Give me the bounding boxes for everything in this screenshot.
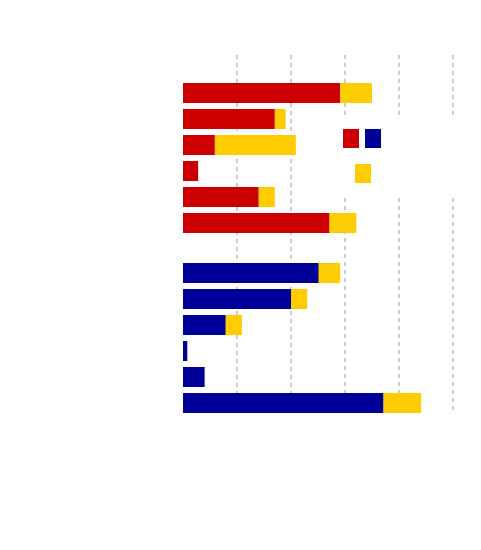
gridlines [236, 55, 454, 413]
bar-segment [214, 135, 296, 155]
bar-base [183, 83, 341, 103]
bar-segment [340, 83, 372, 103]
bar-segment [274, 109, 286, 129]
bar-segment [258, 187, 275, 207]
bar-segment [329, 213, 357, 233]
bar-base [183, 289, 291, 309]
bar-base [183, 393, 384, 413]
legend-swatch [343, 129, 359, 148]
legend-swatch [355, 164, 371, 183]
bars [183, 83, 422, 413]
bar-base [183, 367, 205, 387]
legend [343, 129, 381, 183]
bar-base [183, 109, 275, 129]
legend-swatch [365, 129, 381, 148]
bar-segment [318, 263, 341, 283]
bar-segment [225, 315, 242, 335]
bar-base [183, 341, 188, 361]
bar-base [183, 187, 259, 207]
bar-base [183, 213, 330, 233]
bar-base [183, 135, 215, 155]
bar-base [183, 161, 199, 181]
bar-segment [291, 289, 308, 309]
bar-segment [383, 393, 422, 413]
bar-base [183, 263, 319, 283]
bar-base [183, 315, 226, 335]
